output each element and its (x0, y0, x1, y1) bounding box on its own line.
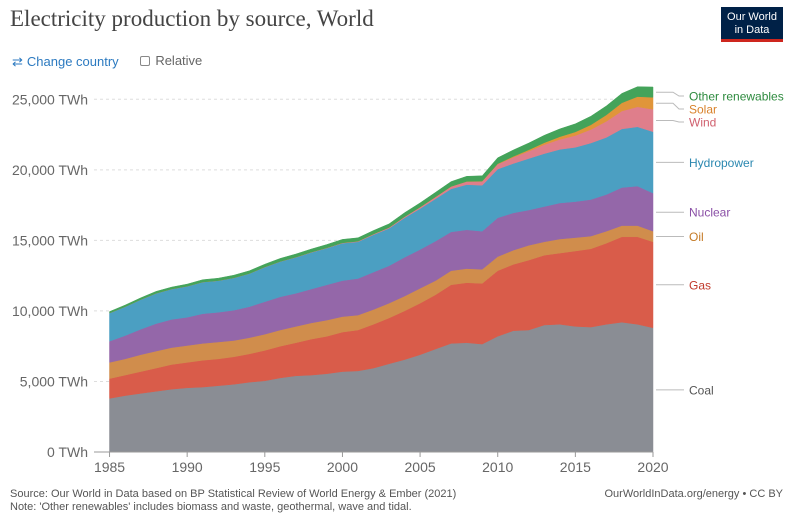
axes: 0 TWh 5,000 TWh 10,000 TWh 15,000 TWh 20,000… (12, 91, 669, 475)
swap-arrows-icon: ⇄ (12, 53, 23, 69)
note-text: Note: 'Other renewables' includes biomas… (10, 501, 412, 513)
x-tick-label: 1995 (249, 459, 280, 475)
legend-label-oil[interactable]: Oil (689, 230, 704, 244)
x-tick-label: 2005 (405, 459, 436, 475)
chart-title: Electricity production by source, World (10, 6, 374, 31)
legend-leader-wind (656, 120, 684, 123)
y-tick-label: 20,000 TWh (12, 162, 88, 178)
x-tick-label: 1990 (172, 459, 203, 475)
source-text: Source: Our World in Data based on BP St… (10, 488, 457, 500)
series-areas (109, 86, 654, 453)
legend-leader-other-renewables (656, 91, 684, 97)
legend-label-other-renewables[interactable]: Other renewables (689, 90, 784, 104)
legend-label-solar[interactable]: Solar (689, 103, 717, 117)
logo-line-1: Our World (727, 11, 777, 23)
y-tick-label: 5,000 TWh (20, 373, 88, 389)
legend-label-gas[interactable]: Gas (689, 278, 711, 292)
relative-checkbox[interactable] (140, 55, 151, 66)
x-tick-label: 1985 (94, 459, 125, 475)
legend-leader-solar (656, 102, 684, 110)
x-tick-label: 2020 (637, 459, 668, 475)
change-country-button[interactable]: ⇄ Change country (12, 54, 119, 70)
owid-logo[interactable]: Our World in Data (721, 7, 783, 42)
legend-label-wind[interactable]: Wind (689, 116, 716, 130)
legend-label-nuclear[interactable]: Nuclear (689, 206, 730, 220)
chart-footer: Source: Our World in Data based on BP St… (10, 488, 456, 514)
legend-label-hydropower[interactable]: Hydropower (689, 156, 754, 170)
x-tick-label: 2010 (482, 459, 513, 475)
relative-label: Relative (155, 53, 203, 68)
y-tick-label: 0 TWh (47, 444, 88, 460)
legend-label-coal[interactable]: Coal (689, 383, 714, 397)
y-tick-label: 10,000 TWh (12, 303, 88, 319)
footer-url[interactable]: OurWorldInData.org/energy • CC BY (604, 488, 784, 500)
chart-controls: ⇄ Change country Relative (12, 53, 202, 70)
x-tick-label: 2015 (560, 459, 591, 475)
change-country-label: Change country (26, 54, 119, 69)
y-tick-label: 25,000 TWh (12, 91, 88, 107)
y-tick-label: 15,000 TWh (12, 232, 88, 248)
area-other-renewables[interactable] (109, 86, 654, 314)
series-legend: Coal Gas Oil Nuclear Hydropower WindSolarOthe… (656, 90, 784, 397)
logo-line-2: in Data (734, 24, 770, 36)
relative-toggle[interactable]: Relative (140, 53, 202, 68)
x-tick-label: 2000 (327, 459, 358, 475)
